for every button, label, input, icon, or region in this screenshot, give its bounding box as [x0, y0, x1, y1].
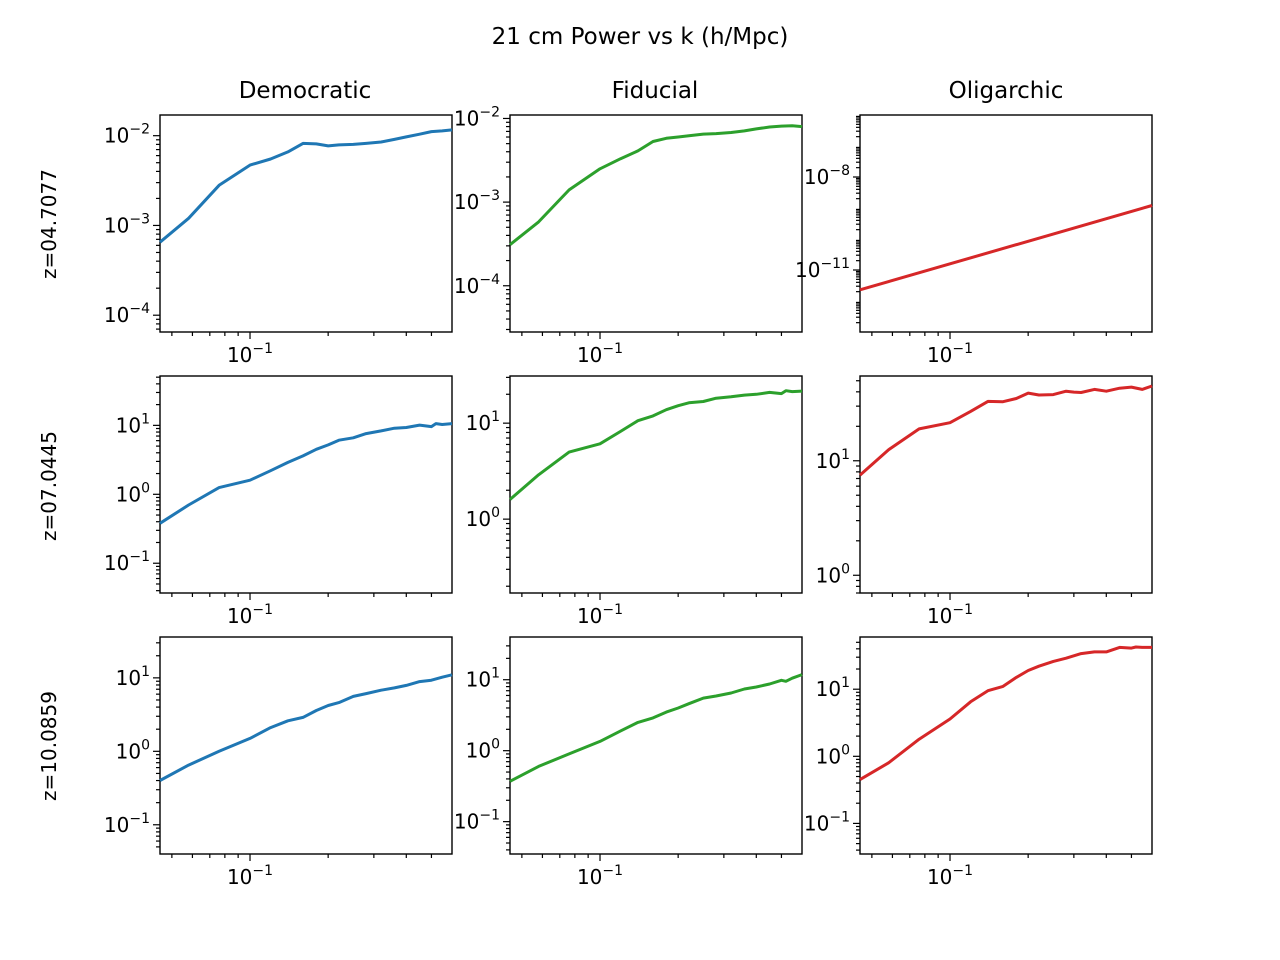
- y-tick-label: 101: [466, 409, 500, 435]
- y-tick-label: 100: [466, 737, 500, 763]
- column-title-oligarchic: Oligarchic: [949, 78, 1064, 104]
- y-tick-label: 101: [466, 666, 500, 692]
- subplot: 10−1 10−1 100 101: [104, 375, 453, 628]
- x-tick-label: 10−1: [227, 341, 273, 367]
- y-tick-label: 101: [116, 411, 150, 437]
- series-line: [859, 204, 1153, 292]
- subplot-grid: 10−110−410−310−210−110−410−310−210−110−1…: [104, 104, 1153, 889]
- plot-area: [509, 114, 803, 333]
- plot-area: [159, 375, 453, 594]
- series-line: [509, 124, 803, 246]
- subplot: 10−1 10−11 10−8: [795, 114, 1153, 367]
- y-tick-label: 100: [116, 737, 150, 763]
- series-line: [859, 645, 1152, 781]
- column-title-fiducial: Fiducial: [612, 78, 699, 104]
- y-tick-label: 101: [816, 447, 850, 473]
- x-tick-label: 10−1: [927, 602, 973, 628]
- row-label-z10: z=10.0859: [37, 691, 61, 801]
- row-label-z07: z=07.0445: [37, 431, 61, 541]
- subplot: 10−1 10−1 100 101: [104, 636, 453, 889]
- x-tick-label: 10−1: [577, 602, 623, 628]
- subplot: 10−1 10−4 10−3 10−2: [454, 104, 803, 367]
- x-tick-label: 10−1: [227, 863, 273, 889]
- x-tick-label: 10−1: [577, 341, 623, 367]
- y-tick-label: 100: [466, 505, 500, 531]
- y-tick-label: 100: [816, 742, 850, 768]
- y-tick-label: 10−3: [104, 211, 150, 237]
- series-line: [159, 128, 453, 244]
- subplot: 10−1 10−4 10−3 10−2: [104, 114, 453, 367]
- y-tick-label: 10−2: [454, 104, 500, 130]
- y-tick-label: 10−1: [454, 808, 500, 834]
- subplot: 10−1 100 101: [816, 375, 1153, 628]
- plot-area: [159, 114, 453, 333]
- y-tick-label: 10−1: [104, 811, 150, 837]
- y-tick-label: 10−4: [104, 301, 150, 327]
- x-tick-label: 10−1: [927, 341, 973, 367]
- y-tick-label: 10−11: [795, 256, 850, 282]
- plot-area: [859, 114, 1153, 333]
- plot-area: [159, 636, 453, 855]
- y-tick-label: 10−1: [804, 809, 850, 835]
- y-tick-label: 100: [116, 480, 150, 506]
- y-tick-label: 10−8: [804, 163, 850, 189]
- figure-title: 21 cm Power vs k (h/Mpc): [492, 24, 789, 50]
- y-tick-label: 10−4: [454, 272, 500, 298]
- x-tick-label: 10−1: [927, 863, 973, 889]
- subplot: 10−1 10−1 100 101: [454, 636, 803, 889]
- x-tick-label: 10−1: [227, 602, 273, 628]
- plot-area: [859, 375, 1153, 594]
- y-tick-label: 10−3: [454, 188, 500, 214]
- y-tick-label: 101: [116, 664, 150, 690]
- y-tick-label: 10−2: [104, 122, 150, 148]
- plot-area: [859, 636, 1153, 855]
- plot-area: [509, 375, 803, 594]
- series-line: [509, 389, 803, 501]
- series-line: [859, 384, 1153, 477]
- x-tick-label: 10−1: [577, 863, 623, 889]
- y-tick-label: 10−1: [104, 549, 150, 575]
- subplot: 10−1 100 101: [466, 375, 803, 628]
- plot-area: [509, 636, 803, 855]
- y-tick-label: 101: [816, 675, 850, 701]
- y-tick-label: 100: [816, 561, 850, 587]
- series-line: [509, 673, 803, 783]
- subplot: 10−1 10−1 100 101: [804, 636, 1153, 889]
- column-title-democratic: Democratic: [239, 78, 372, 104]
- series-line: [159, 673, 453, 782]
- series-line: [159, 422, 453, 525]
- row-label-z04: z=04.7077: [37, 169, 61, 279]
